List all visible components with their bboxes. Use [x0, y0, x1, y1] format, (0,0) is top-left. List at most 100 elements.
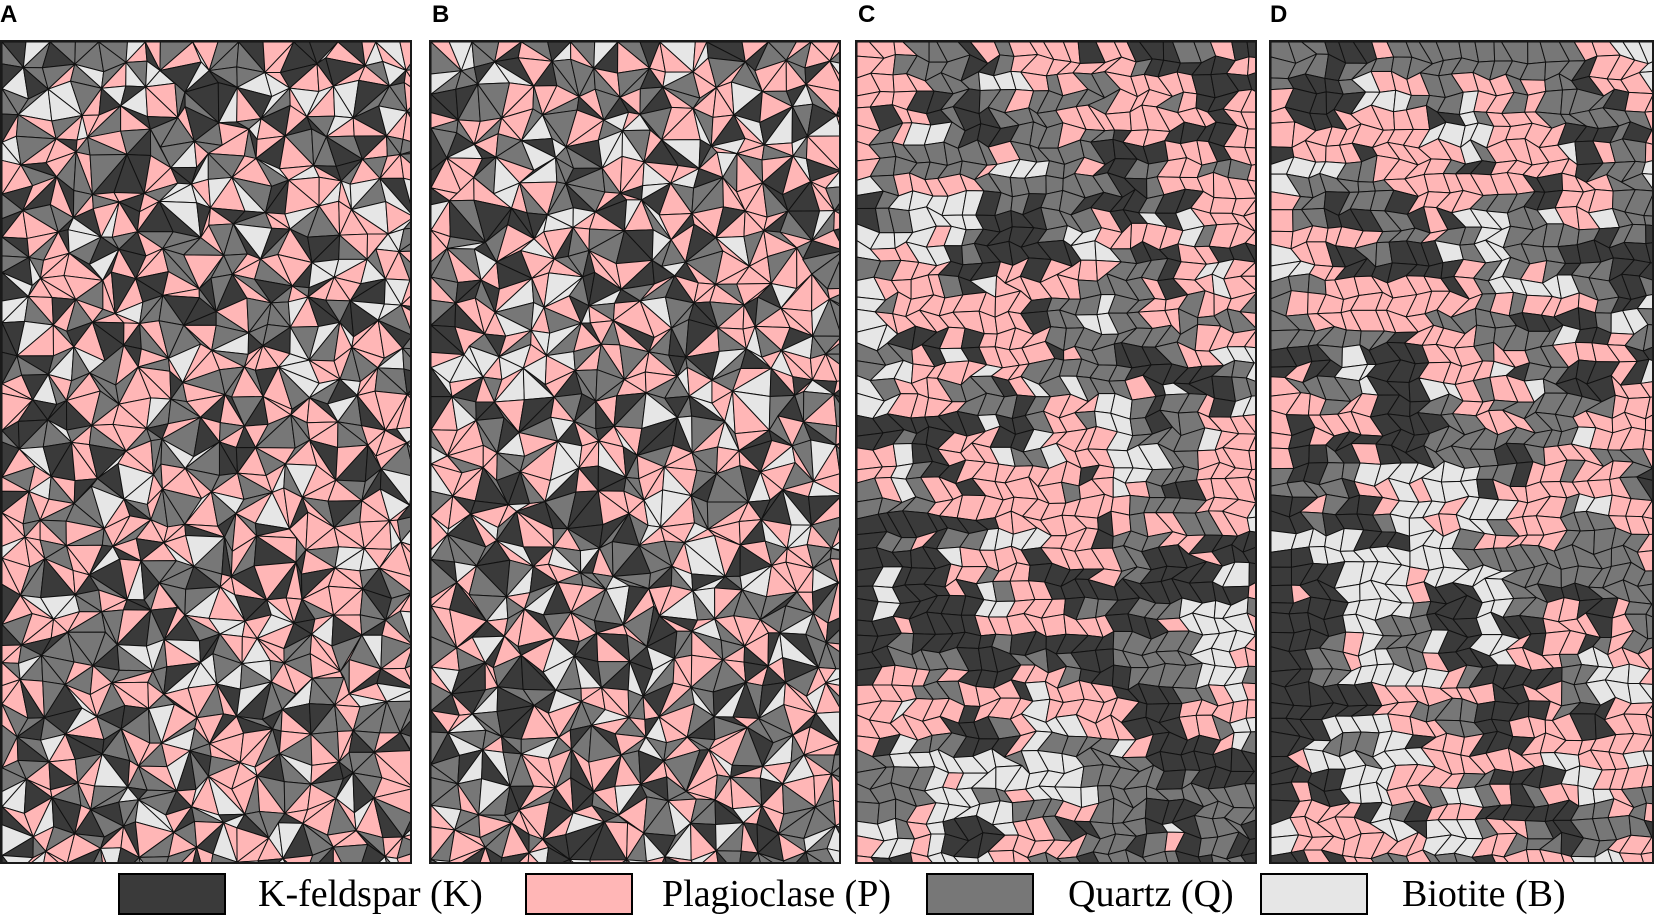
- grain: [1244, 242, 1255, 263]
- grain: [403, 82, 410, 112]
- grain: [796, 851, 809, 862]
- grain: [403, 69, 410, 88]
- grain: [829, 60, 839, 82]
- grain: [1645, 242, 1652, 264]
- grain: [1012, 849, 1032, 862]
- grain: [403, 177, 410, 204]
- grain: [399, 154, 410, 181]
- grain: [1627, 682, 1652, 705]
- grain: [1620, 173, 1652, 192]
- grain: [1474, 42, 1496, 63]
- grain: [404, 652, 410, 669]
- panel-label-b: B: [432, 1, 450, 28]
- grain: [1245, 362, 1255, 382]
- grain: [1026, 851, 1049, 862]
- grain: [1642, 324, 1652, 352]
- grain: [1636, 550, 1652, 572]
- grain: [1638, 262, 1652, 281]
- grain: [1243, 199, 1255, 217]
- grain: [825, 186, 839, 212]
- grain: [1636, 476, 1652, 501]
- grain: [1638, 42, 1652, 65]
- grain: [826, 848, 839, 862]
- grain: [1644, 111, 1652, 131]
- grain: [825, 629, 839, 645]
- grain: [257, 858, 284, 862]
- grain: [2, 855, 8, 862]
- grain: [396, 427, 410, 444]
- grain: [211, 853, 238, 862]
- grain: [396, 393, 410, 430]
- grain: [1240, 852, 1255, 862]
- grain: [1226, 308, 1255, 334]
- grain: [1240, 750, 1255, 773]
- grain: [589, 859, 628, 862]
- grain: [93, 847, 103, 862]
- grain: [361, 843, 386, 862]
- grain: [332, 843, 369, 862]
- grain: [1240, 111, 1255, 130]
- grain: [500, 852, 530, 862]
- grain: [1223, 275, 1255, 300]
- grain: [1240, 806, 1255, 826]
- grain: [1642, 429, 1652, 451]
- grain: [1242, 530, 1255, 553]
- grain: [1164, 850, 1180, 862]
- grain: [1638, 682, 1652, 701]
- grain: [749, 852, 761, 862]
- grain: [1246, 596, 1255, 618]
- grain: [518, 852, 530, 862]
- grain: [400, 541, 410, 573]
- grain-map-panel-a: [0, 40, 412, 864]
- grain: [1636, 570, 1652, 587]
- grain-map-d: [1271, 42, 1652, 862]
- grain: [1643, 215, 1652, 227]
- grain: [1636, 294, 1652, 310]
- grain: [402, 347, 410, 372]
- grain: [1638, 61, 1652, 74]
- grain: [100, 847, 122, 862]
- panel-label-c: C: [858, 1, 876, 28]
- grain: [829, 51, 839, 64]
- grain: [909, 852, 933, 862]
- grain: [1045, 851, 1062, 862]
- grain: [1357, 181, 1376, 193]
- grain: [834, 742, 839, 756]
- grain: [1242, 547, 1255, 565]
- grain: [192, 846, 202, 862]
- grain: [1641, 173, 1652, 189]
- grain: [825, 617, 839, 644]
- grain: [1248, 436, 1255, 452]
- grain: [1142, 850, 1169, 862]
- grain: [1075, 851, 1099, 862]
- grain: [1248, 562, 1255, 587]
- grain: [645, 856, 666, 862]
- grain: [836, 114, 839, 126]
- grain: [282, 858, 288, 862]
- grain: [403, 368, 410, 395]
- grain: [1245, 717, 1255, 733]
- grain: [1244, 231, 1255, 247]
- grain: [825, 353, 839, 382]
- grain: [1092, 851, 1113, 862]
- grain-map-panel-b: [429, 40, 841, 864]
- grain: [825, 343, 839, 355]
- grain: [406, 390, 410, 396]
- grain: [1243, 331, 1255, 349]
- grain: [384, 856, 399, 862]
- grain: [1641, 160, 1652, 175]
- grain: [282, 854, 314, 862]
- grain: [398, 243, 410, 253]
- grain: [829, 547, 839, 560]
- grain: [1641, 500, 1652, 519]
- grain: [1197, 854, 1214, 862]
- grain: [1637, 637, 1652, 655]
- grain: [1244, 646, 1255, 668]
- grain: [1244, 146, 1255, 166]
- grain: [828, 298, 839, 330]
- grain: [1229, 242, 1255, 263]
- grain: [431, 859, 438, 862]
- grain: [1240, 819, 1255, 841]
- grain: [1638, 668, 1652, 685]
- grain: [782, 851, 807, 862]
